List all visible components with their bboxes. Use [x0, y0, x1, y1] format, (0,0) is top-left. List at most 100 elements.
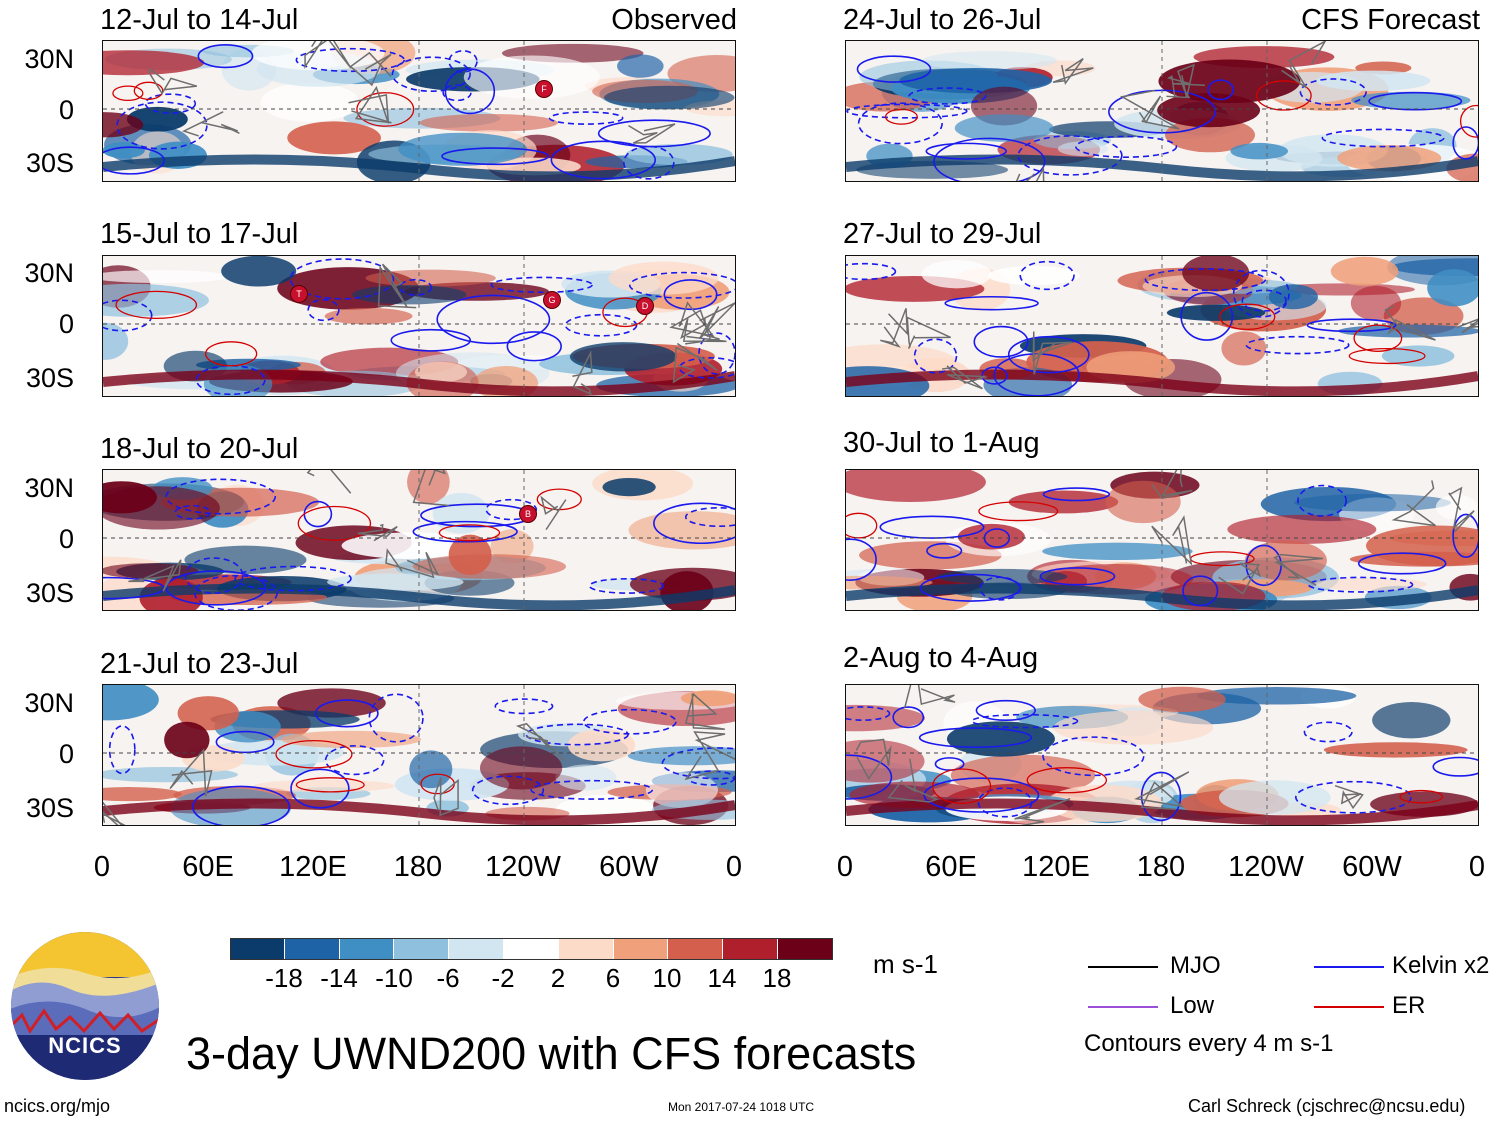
colorbar-label: -10: [375, 963, 413, 993]
coastline: [572, 350, 593, 396]
kelvin-contour: [1042, 736, 1145, 777]
lon-label: 120E: [279, 851, 347, 883]
legend-line-mjo: [1088, 966, 1158, 968]
coastline: [128, 559, 182, 592]
timestamp: Mon 2017-07-24 1018 UTC: [668, 1100, 815, 1114]
kelvin-contour: [165, 570, 267, 606]
anomaly-blob: [1230, 142, 1289, 160]
anomaly-blob: [103, 142, 145, 159]
coastline: [1151, 515, 1193, 566]
kelvin-contour: [1182, 575, 1219, 607]
map-panel-1: [102, 40, 736, 182]
anomaly-field: [103, 41, 735, 181]
kelvin-contour: [1452, 513, 1478, 559]
anomaly-blob: [103, 322, 129, 360]
kelvin-contour: [184, 557, 244, 595]
colorbar-cell: [668, 938, 724, 960]
kelvin-contour: [1245, 335, 1350, 355]
legend-line-kelvin: [1314, 966, 1384, 968]
anomaly-blob: [409, 750, 453, 789]
anomaly-blob: [950, 754, 1096, 796]
anomaly-blob: [1158, 59, 1301, 104]
kelvin-contour: [628, 271, 735, 299]
coastline: [1052, 58, 1094, 86]
legend-line-low: [1088, 1006, 1158, 1008]
kelvin-contour: [506, 331, 562, 362]
kelvin-contour: [1144, 268, 1267, 292]
kelvin-contour: [1039, 567, 1116, 586]
anomaly-blob: [448, 534, 492, 576]
jet-band: [103, 583, 735, 610]
er-contour: [978, 501, 1059, 522]
kelvin-contour: [442, 84, 472, 102]
map-panel-5: [845, 40, 1479, 182]
anomaly-blob: [479, 746, 563, 790]
anomaly-blob: [253, 779, 395, 793]
coastline: [628, 123, 676, 144]
er-contour: [1256, 80, 1312, 111]
kelvin-contour: [399, 278, 433, 296]
main-title: 3-day UWND200 with CFS forecasts: [186, 1028, 917, 1079]
observed-tag: Observed: [611, 4, 737, 36]
coastline: [377, 263, 417, 309]
anomaly-blob: [164, 721, 210, 759]
lon-label: 0: [93, 851, 111, 883]
coastline: [1134, 771, 1190, 810]
coastline: [1015, 165, 1045, 181]
colorbar-frame: [230, 938, 833, 960]
source-url[interactable]: ncics.org/mjo: [4, 1096, 111, 1116]
coastline: [1218, 562, 1262, 595]
anomaly-blob: [954, 114, 1054, 142]
er-contour: [295, 777, 365, 793]
anomaly-blob: [602, 477, 656, 497]
coastline: [904, 685, 956, 708]
lon-label: 60W: [1342, 851, 1402, 883]
anomaly-blob: [628, 511, 735, 550]
jet-band: [846, 798, 1478, 825]
kelvin-contour: [846, 103, 968, 119]
anomaly-blob: [103, 270, 231, 283]
anomaly-field: [846, 41, 1478, 181]
kelvin-contour: [653, 502, 735, 545]
anomaly-blob: [627, 746, 735, 766]
coastline: [672, 342, 718, 384]
lat-label-eq: 0: [58, 524, 74, 554]
lat-label-eq: 0: [58, 309, 74, 339]
kelvin-contour: [1017, 135, 1123, 176]
er-contour: [204, 341, 258, 367]
anomaly-blob: [184, 545, 307, 574]
kelvin-contour: [698, 332, 735, 375]
anomaly-blob: [1042, 542, 1193, 561]
kelvin-contour: [564, 313, 638, 337]
anomaly-blob: [1330, 256, 1399, 286]
er-contour: [1219, 303, 1276, 330]
lat-label-30s: 30S: [25, 578, 74, 608]
lon-label: 0: [725, 851, 743, 883]
anomaly-blob: [1008, 490, 1119, 514]
anomaly-blob: [1057, 141, 1109, 157]
lat-label-30s: 30S: [25, 148, 74, 178]
anomaly-blob: [463, 55, 600, 99]
er-contour: [1026, 767, 1108, 794]
colorbar-label: 10: [652, 963, 682, 993]
coastline: [348, 85, 392, 124]
lat-label-30n: 30N: [24, 473, 74, 503]
kelvin-contour: [846, 706, 891, 721]
er-contour: [275, 739, 353, 769]
kelvin-contour: [1452, 126, 1478, 160]
anomaly-blob: [407, 470, 450, 504]
kelvin-contour: [444, 68, 496, 115]
colorbar-label: 6: [605, 963, 621, 993]
kelvin-contour: [973, 325, 1029, 358]
legend-line-er: [1314, 1006, 1384, 1008]
lat-label-eq: 0: [58, 739, 74, 769]
kelvin-contour: [1075, 135, 1178, 158]
kelvin-contour: [174, 504, 211, 520]
logo-text: NCICS: [48, 1033, 122, 1058]
anomaly-blob: [922, 51, 1058, 71]
coastline: [1281, 41, 1327, 89]
coastline: [855, 738, 892, 780]
kelvin-contour: [490, 276, 593, 294]
anomaly-blob: [1244, 540, 1327, 581]
kelvin-contour: [471, 775, 545, 806]
